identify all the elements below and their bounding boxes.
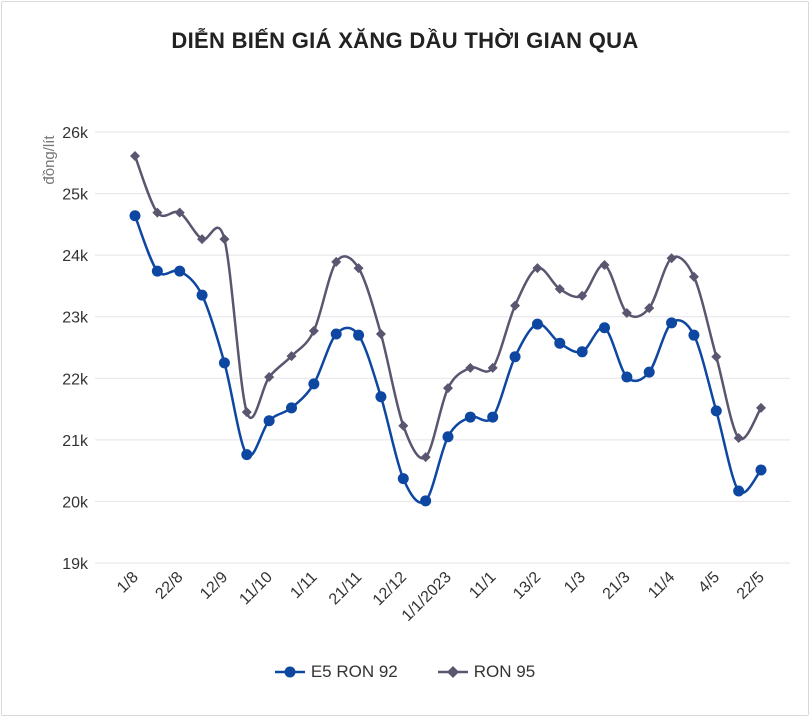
data-point-e5 bbox=[263, 415, 275, 427]
data-point-e5 bbox=[509, 351, 521, 363]
x-tick-label: 11/10 bbox=[236, 569, 276, 609]
y-tick-label: 23k bbox=[62, 310, 89, 327]
x-tick-label: 11/4 bbox=[645, 569, 678, 602]
data-point-e5 bbox=[464, 411, 476, 423]
data-point-ron95 bbox=[666, 253, 677, 264]
data-point-ron95 bbox=[465, 362, 476, 373]
legend-item-e5[interactable]: E5 RON 92 bbox=[274, 662, 398, 682]
data-point-ron95 bbox=[532, 263, 543, 274]
data-point-e5 bbox=[218, 357, 230, 369]
x-tick-label: 13/2 bbox=[510, 569, 544, 603]
x-tick-label: 1/1/2023 bbox=[399, 569, 455, 625]
data-point-ron95 bbox=[331, 256, 342, 267]
y-tick-label: 21k bbox=[62, 433, 89, 450]
data-point-e5 bbox=[666, 317, 678, 329]
legend: E5 RON 92 RON 95 bbox=[0, 662, 810, 682]
data-point-e5 bbox=[733, 485, 745, 497]
diamond-marker-icon bbox=[437, 666, 468, 678]
data-point-e5 bbox=[755, 464, 767, 476]
data-point-ron95 bbox=[733, 433, 744, 444]
data-point-ron95 bbox=[621, 308, 632, 319]
data-point-e5 bbox=[621, 371, 633, 383]
data-point-e5 bbox=[375, 391, 387, 403]
data-point-e5 bbox=[129, 210, 141, 222]
y-tick-label: 22k bbox=[62, 371, 89, 388]
data-point-ron95 bbox=[443, 383, 453, 394]
data-point-e5 bbox=[196, 289, 208, 301]
data-point-ron95 bbox=[599, 259, 610, 270]
data-point-e5 bbox=[442, 431, 454, 443]
data-point-ron95 bbox=[219, 234, 230, 245]
circle-marker-icon bbox=[274, 666, 305, 678]
x-tick-label: 21/11 bbox=[326, 569, 366, 609]
data-point-e5 bbox=[330, 328, 342, 340]
x-tick-label: 22/8 bbox=[153, 569, 187, 603]
data-point-ron95 bbox=[688, 271, 699, 282]
x-tick-label: 21/3 bbox=[600, 569, 634, 603]
data-point-ron95 bbox=[241, 407, 252, 418]
legend-item-ron95[interactable]: RON 95 bbox=[437, 662, 536, 682]
series-line-ron95 bbox=[133, 155, 763, 460]
data-point-e5 bbox=[174, 265, 186, 277]
y-tick-label: 20k bbox=[62, 494, 89, 511]
y-tick-label: 19k bbox=[62, 556, 89, 573]
data-point-ron95 bbox=[711, 351, 722, 362]
x-tick-label: 11/1 bbox=[466, 569, 499, 602]
data-point-ron95 bbox=[510, 300, 521, 311]
data-point-e5 bbox=[487, 411, 499, 423]
data-point-ron95 bbox=[487, 362, 498, 373]
data-point-e5 bbox=[308, 378, 320, 390]
x-tick-label: 22/5 bbox=[734, 569, 768, 603]
data-point-ron95 bbox=[398, 420, 409, 431]
data-point-e5 bbox=[643, 366, 655, 378]
y-axis-label: đồng/lít bbox=[41, 135, 58, 185]
legend-label: RON 95 bbox=[473, 662, 536, 681]
data-point-e5 bbox=[241, 449, 253, 461]
data-point-ron95 bbox=[353, 263, 364, 274]
x-tick-label: 1/8 bbox=[114, 569, 142, 597]
data-point-ron95 bbox=[756, 402, 766, 413]
data-point-ron95 bbox=[420, 452, 431, 463]
y-tick-label: 25k bbox=[62, 187, 89, 204]
data-point-e5 bbox=[286, 402, 297, 414]
data-point-ron95 bbox=[197, 234, 208, 245]
data-point-ron95 bbox=[644, 303, 655, 314]
data-point-ron95 bbox=[375, 328, 386, 339]
x-tick-label: 12/9 bbox=[197, 569, 231, 603]
data-point-ron95 bbox=[554, 284, 565, 295]
data-point-ron95 bbox=[264, 372, 275, 383]
x-tick-label: 12/12 bbox=[370, 569, 410, 609]
data-point-ron95 bbox=[286, 351, 297, 362]
data-point-e5 bbox=[688, 329, 700, 341]
data-point-e5 bbox=[353, 329, 365, 341]
legend-label: E5 RON 92 bbox=[310, 662, 398, 681]
data-point-ron95 bbox=[577, 290, 588, 301]
y-tick-label: 24k bbox=[62, 248, 89, 265]
data-point-ron95 bbox=[152, 207, 163, 218]
x-tick-label: 1/3 bbox=[561, 569, 589, 597]
data-point-e5 bbox=[531, 318, 543, 330]
x-tick-label: 4/5 bbox=[695, 569, 723, 597]
data-point-ron95 bbox=[308, 325, 319, 336]
data-point-e5 bbox=[151, 265, 163, 277]
data-point-ron95 bbox=[130, 151, 140, 162]
x-tick-label: 1/11 bbox=[287, 569, 320, 602]
data-point-e5 bbox=[554, 337, 566, 349]
data-point-e5 bbox=[420, 495, 432, 507]
data-point-ron95 bbox=[174, 207, 185, 218]
data-point-e5 bbox=[397, 473, 409, 485]
data-point-e5 bbox=[710, 405, 722, 417]
y-tick-label: 26k bbox=[62, 125, 89, 142]
data-point-e5 bbox=[599, 322, 610, 334]
data-point-e5 bbox=[576, 346, 588, 358]
chart-title: DIỄN BIẾN GIÁ XĂNG DẦU THỜI GIAN QUA bbox=[171, 28, 639, 53]
